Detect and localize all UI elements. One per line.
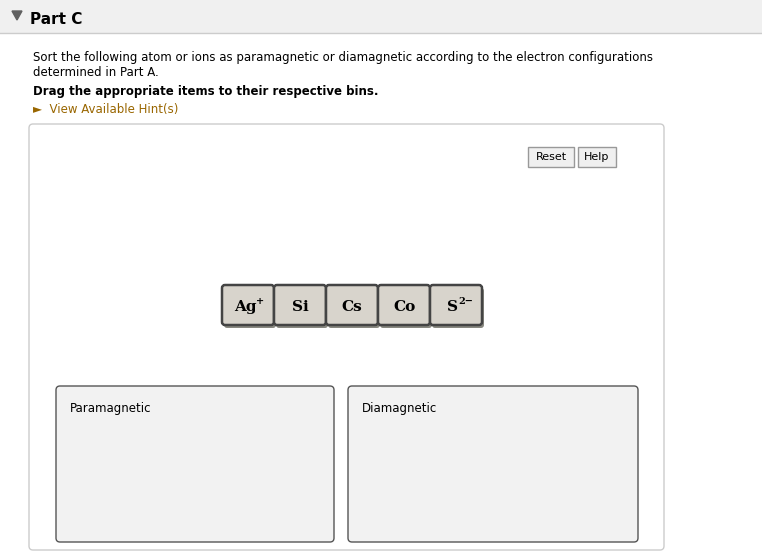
Text: S: S — [447, 300, 459, 314]
Text: Diamagnetic: Diamagnetic — [362, 402, 437, 415]
FancyBboxPatch shape — [432, 288, 484, 328]
FancyBboxPatch shape — [380, 288, 432, 328]
Text: +: + — [256, 296, 264, 305]
FancyBboxPatch shape — [224, 288, 276, 328]
Text: Co: Co — [393, 300, 415, 314]
FancyBboxPatch shape — [378, 285, 430, 325]
Text: Part C: Part C — [30, 13, 82, 28]
FancyBboxPatch shape — [29, 124, 664, 550]
Polygon shape — [12, 11, 22, 20]
Text: ►  View Available Hint(s): ► View Available Hint(s) — [33, 104, 178, 116]
FancyBboxPatch shape — [528, 147, 574, 167]
Text: Si: Si — [292, 300, 309, 314]
FancyBboxPatch shape — [326, 285, 378, 325]
Text: Sort the following atom or ions as paramagnetic or diamagnetic according to the : Sort the following atom or ions as param… — [33, 50, 653, 63]
Text: Reset: Reset — [536, 152, 567, 162]
Text: Paramagnetic: Paramagnetic — [70, 402, 152, 415]
FancyBboxPatch shape — [222, 285, 274, 325]
Text: Cs: Cs — [341, 300, 363, 314]
FancyBboxPatch shape — [348, 386, 638, 542]
Text: Ag: Ag — [234, 300, 256, 314]
FancyBboxPatch shape — [578, 147, 616, 167]
FancyBboxPatch shape — [276, 288, 328, 328]
FancyBboxPatch shape — [430, 285, 482, 325]
Text: Drag the appropriate items to their respective bins.: Drag the appropriate items to their resp… — [33, 84, 379, 98]
FancyBboxPatch shape — [56, 386, 334, 542]
Text: Help: Help — [584, 152, 610, 162]
FancyBboxPatch shape — [274, 285, 326, 325]
FancyBboxPatch shape — [328, 288, 380, 328]
FancyBboxPatch shape — [0, 0, 762, 33]
Text: determined in Part A.: determined in Part A. — [33, 66, 158, 78]
Text: 2−: 2− — [459, 296, 473, 305]
